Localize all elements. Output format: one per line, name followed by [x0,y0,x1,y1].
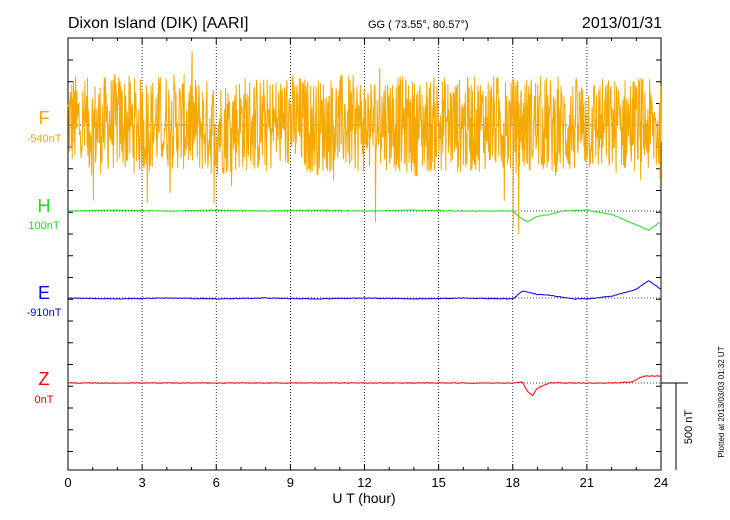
series-line-f [67,50,662,234]
x-axis-label: U T (hour) [332,490,395,506]
coords-label: GG ( 73.55°, 80.57°) [368,19,469,31]
baseline-value-f: -540nT [27,133,62,145]
plotted-at-note: Plotted at 2013/03/03 01:32 UT [717,346,726,457]
x-tick-label: 18 [506,475,520,490]
station-title: Dixon Island (DIK) [AARI] [68,15,249,32]
x-tick-label: 12 [357,475,371,490]
x-ticks: 0 3 6 9 12 15 18 21 24 [64,38,668,490]
baseline-value-h: 100nT [28,220,59,232]
series-line-h [67,209,662,232]
x-tick-label: 24 [654,475,668,490]
series-label-f: F [39,108,50,128]
baseline-value-e: -910nT [27,307,62,319]
x-tick-label: 6 [213,475,220,490]
x-tick-label: 21 [580,475,594,490]
x-tick-label: 0 [64,475,71,490]
series-line-e [67,280,662,300]
scale-bar-label: 500 nT [683,410,695,445]
series-label-e: E [38,283,50,303]
series-label-h: H [38,196,51,216]
x-tick-label: 15 [431,475,445,490]
x-tick-label: 9 [287,475,294,490]
series-label-z: Z [39,369,50,389]
baseline-value-z: 0nT [35,394,54,406]
x-tick-label: 3 [139,475,146,490]
date-label: 2013/01/31 [582,15,662,32]
component-labels: F -540nT H 100nT E -910nT Z 0nT [27,108,62,406]
series-group [67,50,662,397]
series-line-z [67,375,661,397]
